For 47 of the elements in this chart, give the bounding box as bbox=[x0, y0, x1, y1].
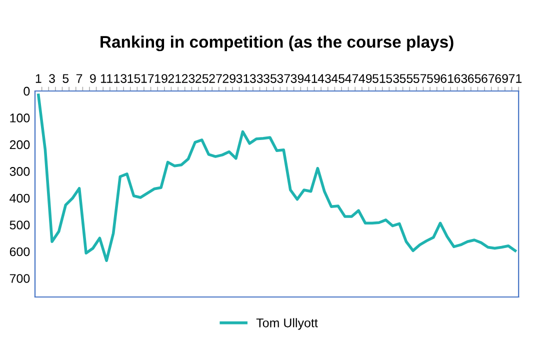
x-tick-label: 5 bbox=[62, 74, 69, 83]
x-tick-label: 29 bbox=[222, 74, 236, 83]
x-tick-label: 27 bbox=[209, 74, 222, 83]
x-tick-label: 7 bbox=[76, 74, 82, 83]
x-tick-label: 55 bbox=[400, 74, 413, 83]
x-tick-label: 25 bbox=[196, 74, 208, 83]
x-tick-label: 45 bbox=[331, 74, 345, 83]
x-tick-label: 53 bbox=[386, 74, 399, 83]
x-tick-label: 33 bbox=[250, 74, 263, 83]
x-tick-label: 69 bbox=[495, 74, 508, 83]
y-tick-label: 500 bbox=[10, 220, 30, 230]
x-tick-label: 59 bbox=[427, 74, 440, 83]
y-tick-label: 400 bbox=[10, 194, 30, 203]
x-tick-label: 19 bbox=[155, 74, 168, 83]
x-tick-label: 49 bbox=[358, 74, 372, 83]
x-tick-label: 1 bbox=[36, 74, 42, 83]
x-tick-label: 21 bbox=[168, 74, 181, 83]
x-tick-label: 17 bbox=[141, 74, 154, 83]
x-tick-label: 61 bbox=[440, 74, 454, 83]
x-tick-label: 9 bbox=[90, 74, 96, 83]
x-tick-label: 65 bbox=[468, 74, 481, 83]
y-tick-label: 0 bbox=[24, 86, 30, 96]
x-tick-label: 23 bbox=[182, 74, 195, 83]
x-tick-label: 11 bbox=[100, 74, 112, 83]
x-tick-label: 41 bbox=[304, 74, 318, 83]
x-tick-label: 63 bbox=[454, 74, 468, 83]
x-tick-label: 43 bbox=[318, 74, 331, 83]
x-tick-label: 67 bbox=[482, 74, 494, 83]
y-tick-label: 700 bbox=[10, 274, 30, 283]
x-tick-label: 15 bbox=[128, 74, 140, 83]
legend-label: Tom Ullyott bbox=[256, 318, 318, 330]
y-tick-label: 100 bbox=[10, 114, 30, 122]
chart-title: Ranking in competition (as the course plays) bbox=[100, 36, 454, 52]
y-tick-label: 300 bbox=[10, 167, 30, 176]
x-tick-label: 13 bbox=[114, 74, 127, 83]
x-tick-label: 31 bbox=[236, 74, 250, 83]
x-tick-label: 37 bbox=[277, 74, 290, 83]
x-tick-label: 3 bbox=[49, 74, 55, 83]
y-tick-label: 200 bbox=[10, 140, 30, 150]
y-tick-label: 600 bbox=[10, 247, 30, 256]
line-series bbox=[37, 94, 517, 262]
x-tick-label: 51 bbox=[372, 74, 386, 83]
x-tick-label: 39 bbox=[290, 74, 304, 83]
x-tick-label: 57 bbox=[413, 74, 426, 83]
x-tick-label: 47 bbox=[345, 74, 358, 83]
x-tick-label: 71 bbox=[508, 74, 522, 83]
x-tick-label: 35 bbox=[264, 74, 276, 83]
